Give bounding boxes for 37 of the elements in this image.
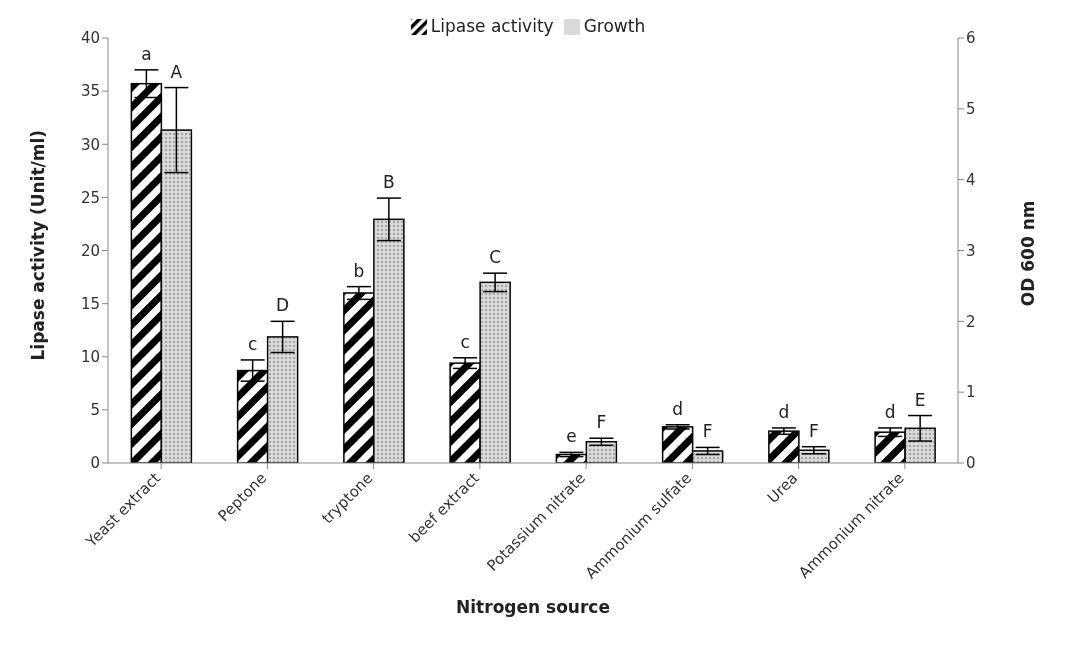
- data-label: F: [702, 421, 713, 442]
- data-label: c: [460, 331, 470, 352]
- y-tick-label: 5: [90, 401, 100, 420]
- data-label: c: [247, 333, 258, 354]
- y2-tick-label: 3: [966, 241, 976, 260]
- data-label: d: [884, 401, 896, 422]
- data-label: F: [808, 420, 819, 441]
- y2-tick-label: 1: [966, 383, 976, 402]
- data-label: C: [489, 247, 502, 268]
- data-label: B: [383, 172, 395, 193]
- y2-tick-label: 4: [966, 170, 976, 189]
- y-tick-label: 15: [80, 294, 100, 313]
- y-tick-label: 40: [80, 29, 100, 48]
- y-tick-label: 25: [80, 188, 100, 207]
- y2-tick-label: 5: [966, 100, 976, 119]
- y2-tick-label: 0: [966, 454, 976, 473]
- data-label: d: [778, 401, 790, 422]
- y-tick-label: 35: [80, 82, 100, 101]
- y-tick-label: 10: [80, 348, 100, 367]
- legend-label: Growth: [583, 16, 646, 36]
- legend-label: Lipase activity: [430, 16, 554, 36]
- data-label: d: [672, 398, 684, 419]
- x-axis-title: Nitrogen source: [456, 597, 610, 617]
- y-tick-label: 20: [80, 241, 100, 260]
- y-tick-label: 30: [80, 135, 100, 154]
- data-label: F: [596, 412, 607, 433]
- y-tick-label: 0: [90, 454, 100, 473]
- data-label: A: [170, 61, 183, 82]
- data-label: D: [276, 295, 290, 316]
- data-label: a: [141, 43, 152, 64]
- data-label: b: [353, 260, 365, 281]
- y2-tick-label: 6: [966, 29, 976, 48]
- data-label: e: [566, 426, 577, 447]
- y2-axis-title: OD 600 nm: [1018, 200, 1039, 307]
- y2-tick-label: 2: [966, 312, 976, 331]
- data-label: E: [914, 389, 926, 410]
- y-axis-title: Lipase activity (Unit/ml): [28, 129, 49, 361]
